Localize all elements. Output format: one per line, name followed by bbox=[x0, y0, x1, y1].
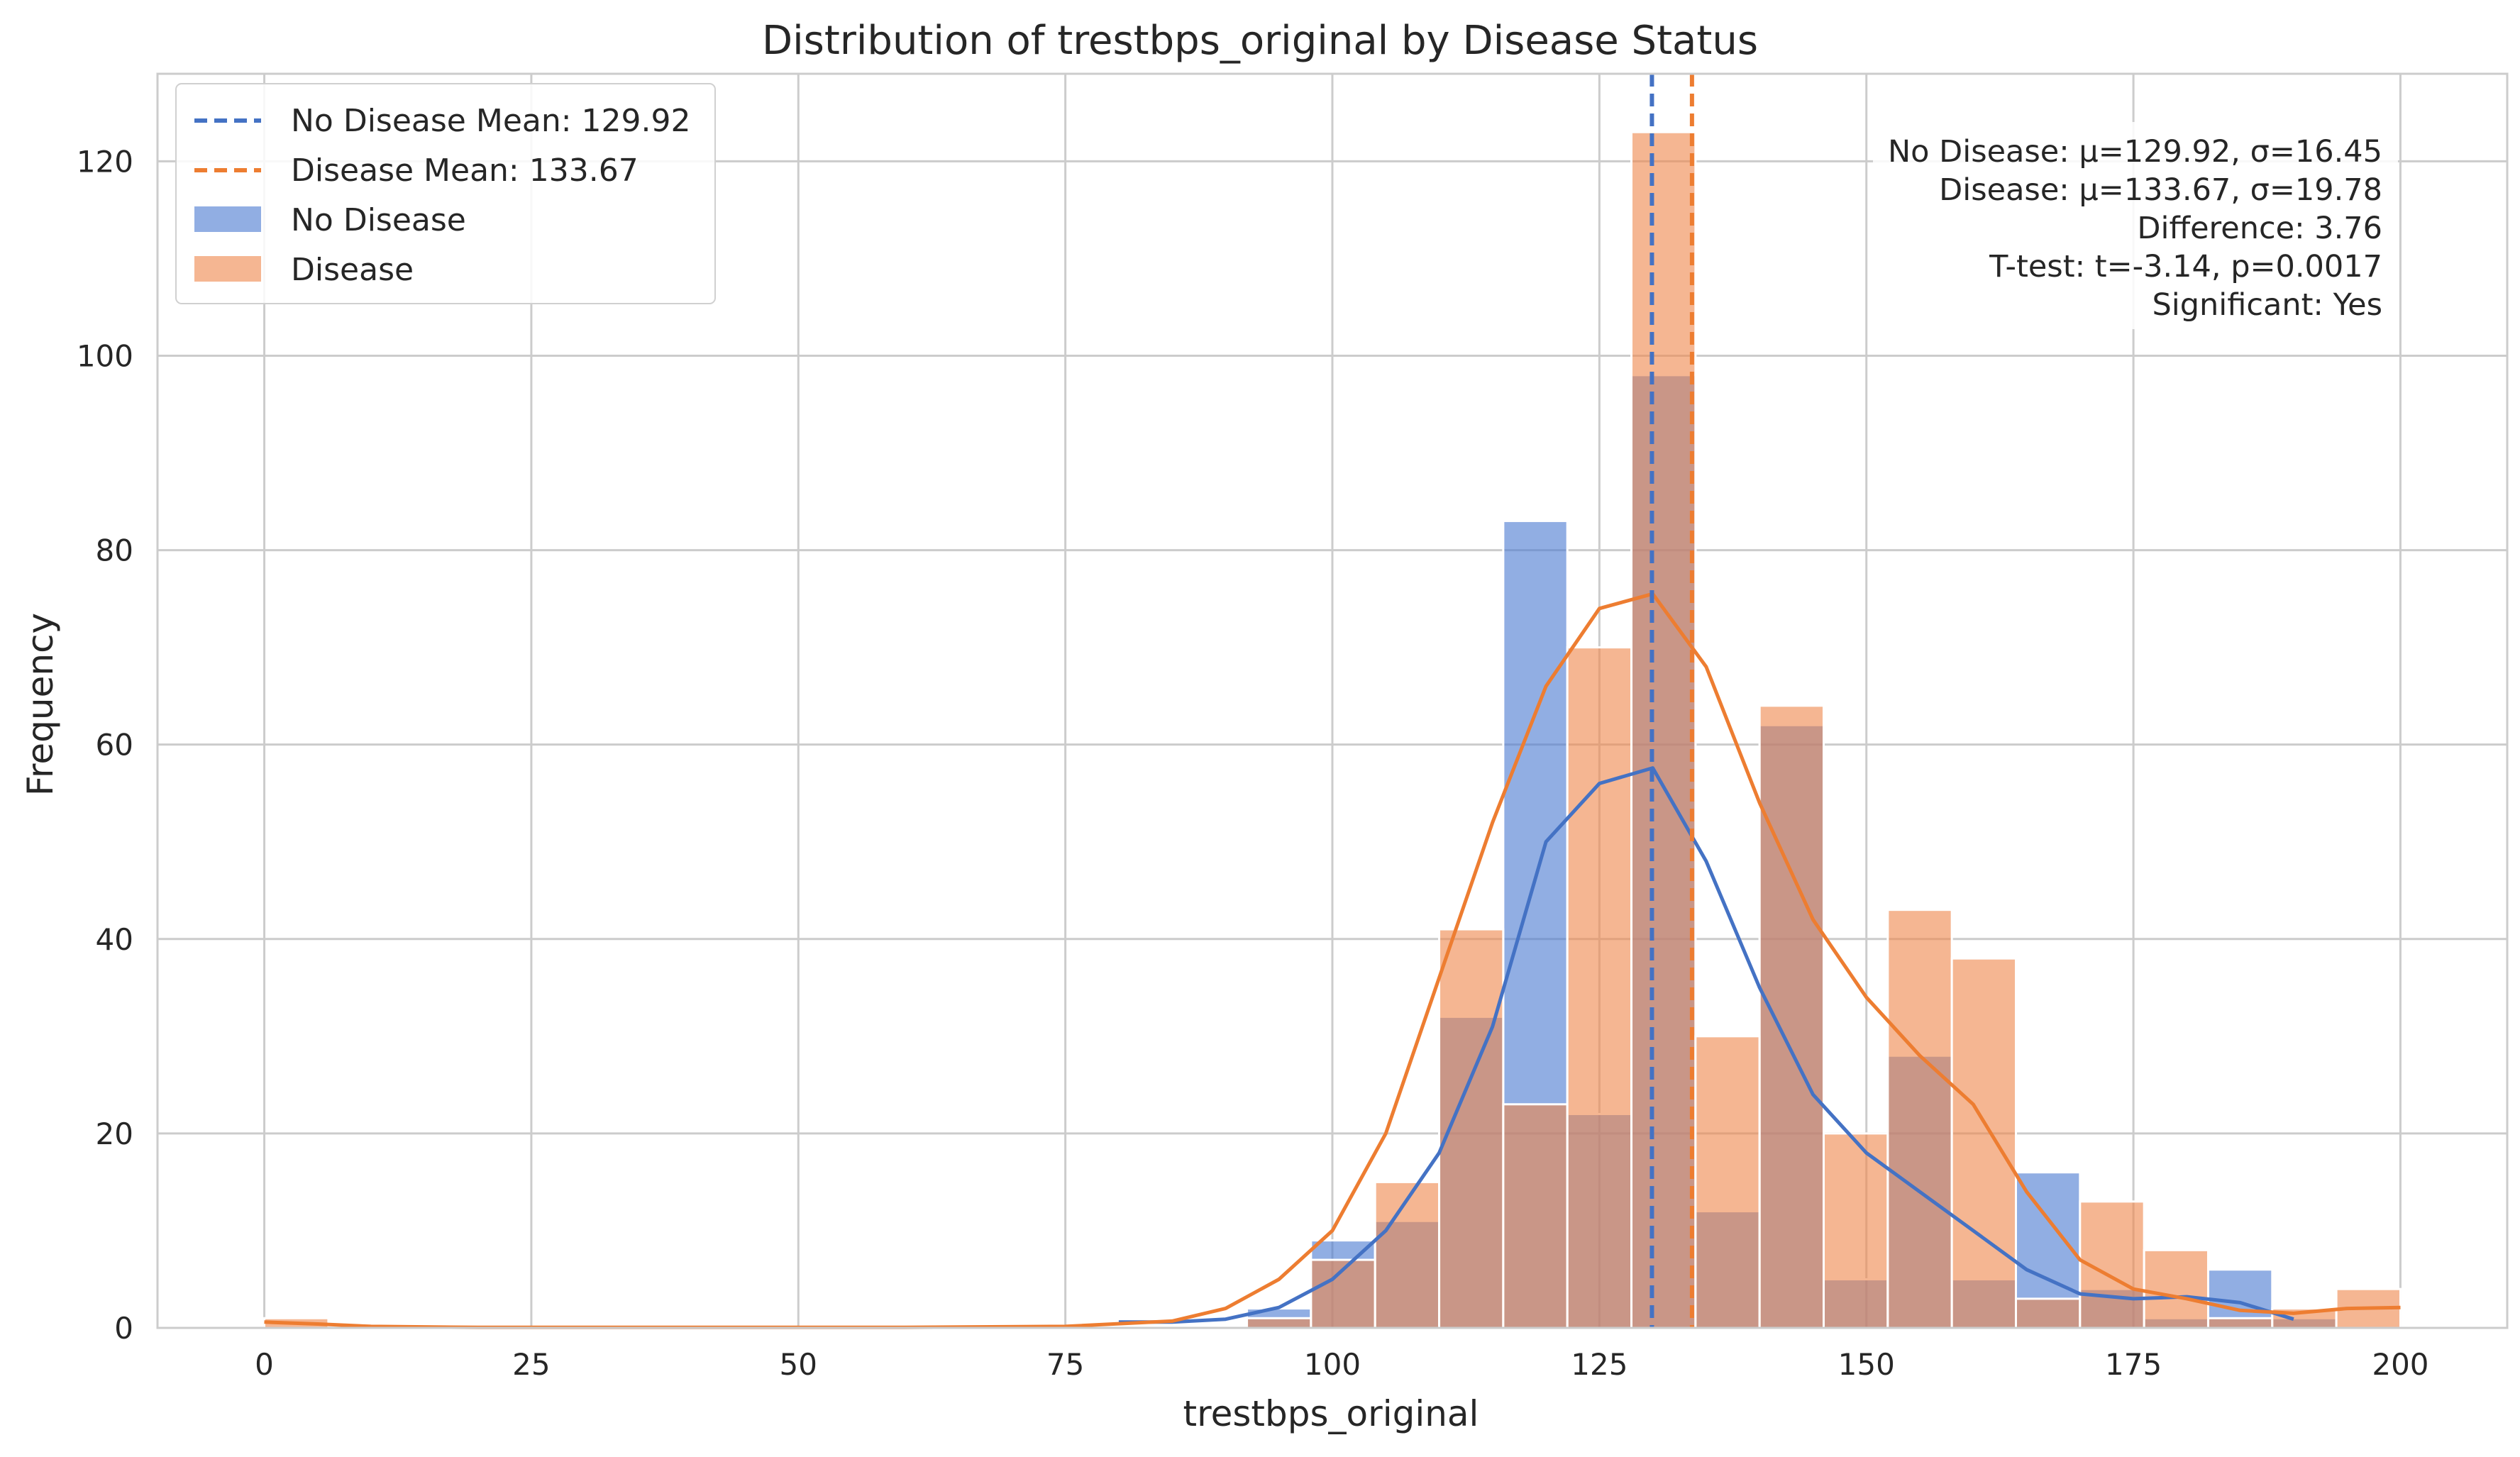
stats-line-significant: Significant: Yes bbox=[2152, 287, 2383, 323]
bar-disease bbox=[1758, 704, 1825, 1329]
x-tick-label: 200 bbox=[2372, 1347, 2428, 1382]
bar-disease bbox=[2143, 1248, 2209, 1329]
bar-disease bbox=[1566, 646, 1633, 1329]
legend-disease-label: Disease bbox=[291, 252, 414, 288]
x-tick-label: 0 bbox=[255, 1347, 274, 1382]
y-tick-label: 0 bbox=[114, 1311, 133, 1346]
legend-no-disease-swatch bbox=[194, 206, 261, 232]
stats-box-background bbox=[1873, 122, 2398, 329]
legend-disease-mean-label: Disease Mean: 133.67 bbox=[291, 153, 639, 189]
bar-disease bbox=[1630, 131, 1697, 1329]
bar-disease bbox=[1246, 1317, 1312, 1329]
x-axis-label: trestbps_original bbox=[1183, 1393, 1479, 1434]
legend-box bbox=[175, 83, 716, 304]
legend-no-disease-mean-label: No Disease Mean: 129.92 bbox=[291, 103, 691, 139]
x-tick-label: 75 bbox=[1046, 1347, 1084, 1382]
x-tick-label: 25 bbox=[512, 1347, 550, 1382]
x-tick-label: 150 bbox=[1838, 1347, 1895, 1382]
y-tick-label: 60 bbox=[96, 728, 133, 763]
bar-disease bbox=[1502, 1103, 1569, 1329]
y-tick-label: 120 bbox=[77, 144, 133, 179]
mean-lines bbox=[1649, 74, 1694, 1328]
stats-line-no-disease: No Disease: μ=129.92, σ=16.45 bbox=[1888, 134, 2382, 170]
stats-line-difference: Difference: 3.76 bbox=[2137, 211, 2382, 246]
x-tick-labels: 0 25 50 75 100 125 150 175 200 bbox=[255, 1347, 2428, 1382]
legend: No Disease Mean: 129.92 Disease Mean: 13… bbox=[175, 83, 716, 304]
legend-no-disease-label: No Disease bbox=[291, 202, 466, 238]
stats-box: No Disease: μ=129.92, σ=16.45 Disease: μ… bbox=[1873, 122, 2398, 329]
plot-frame bbox=[156, 72, 2509, 1329]
x-tick-label: 100 bbox=[1304, 1347, 1361, 1382]
bar-disease bbox=[1886, 909, 1953, 1329]
y-tick-labels: 0 20 40 60 80 100 120 bbox=[77, 144, 133, 1346]
x-tick-label: 125 bbox=[1571, 1347, 1628, 1382]
bar-disease bbox=[1374, 1180, 1441, 1329]
chart-title: Distribution of trestbps_original by Dis… bbox=[762, 18, 1758, 64]
bar-disease bbox=[2206, 1317, 2274, 1329]
legend-disease-swatch bbox=[194, 256, 261, 282]
x-tick-label: 175 bbox=[2105, 1347, 2162, 1382]
bar-disease bbox=[1694, 1035, 1761, 1329]
y-axis-label: Frequency bbox=[20, 613, 61, 796]
y-tick-label: 40 bbox=[96, 922, 133, 957]
kde-line-no_disease bbox=[1118, 766, 2294, 1324]
x-tick-label: 50 bbox=[780, 1347, 817, 1382]
stats-line-disease: Disease: μ=133.67, σ=19.78 bbox=[1939, 172, 2382, 208]
bar-disease bbox=[1950, 957, 2017, 1329]
bar-disease bbox=[2014, 1297, 2082, 1329]
y-tick-label: 80 bbox=[96, 533, 133, 568]
bar-disease bbox=[1823, 1132, 1889, 1329]
stats-line-ttest: T-test: t=-3.14, p=0.0017 bbox=[1989, 249, 2382, 284]
y-tick-label: 100 bbox=[77, 338, 133, 373]
y-tick-label: 20 bbox=[96, 1117, 133, 1151]
